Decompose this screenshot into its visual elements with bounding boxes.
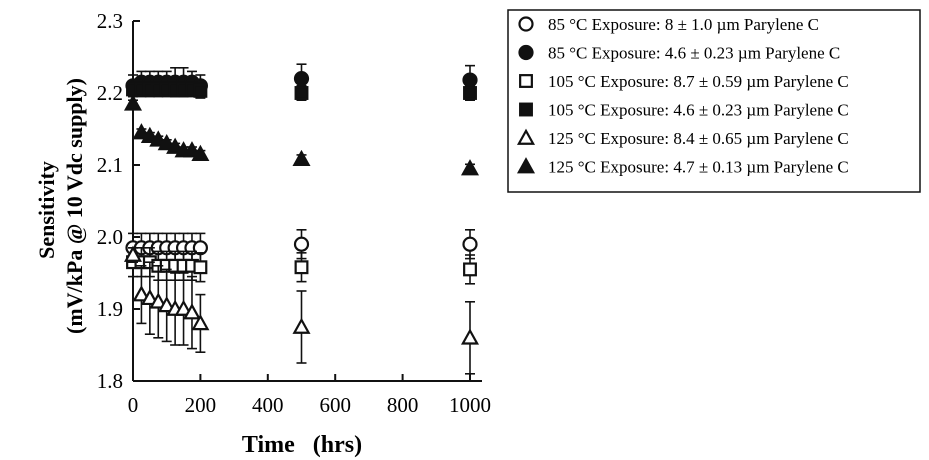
data-point xyxy=(293,236,310,252)
data-point xyxy=(140,288,159,306)
data-point xyxy=(191,144,210,162)
y-tick-label: 2.1 xyxy=(97,153,123,177)
y-axis-label-line2: (mV/kPa @ 10 Vdc supply) xyxy=(62,78,87,334)
data-point xyxy=(157,295,176,313)
legend-marker xyxy=(519,102,533,117)
data-point xyxy=(460,159,480,176)
legend-entry-label: 85 °C Exposure: 8 ± 1.0 µm Parylene C xyxy=(548,15,819,34)
legend-entry-label: 125 °C Exposure: 8.4 ± 0.65 µm Parylene … xyxy=(548,129,849,148)
data-point xyxy=(191,313,210,331)
x-tick-label: 0 xyxy=(128,393,139,417)
legend-entry-label: 85 °C Exposure: 4.6 ± 0.23 µm Parylene C xyxy=(548,44,840,63)
data-point xyxy=(462,236,478,252)
y-tick-label: 1.8 xyxy=(97,369,123,393)
legend-entry-label: 105 °C Exposure: 8.7 ± 0.59 µm Parylene … xyxy=(548,72,849,91)
x-tick-label: 1000 xyxy=(449,393,491,417)
x-axis-label: Time (hrs) xyxy=(242,432,362,458)
data-point xyxy=(149,292,168,309)
legend-marker xyxy=(519,74,533,88)
data-point xyxy=(123,94,143,111)
legend-box xyxy=(507,9,921,193)
data-point xyxy=(462,72,478,88)
data-point xyxy=(193,83,208,98)
series-6 xyxy=(123,94,480,176)
ticks: 1.8 1.9 2.0 2.1 2.2 2.3 0 200 400 600 800 1000 xyxy=(97,9,491,417)
data-point xyxy=(460,328,480,345)
legend-marker xyxy=(516,157,536,174)
data-point xyxy=(182,303,201,320)
data-point xyxy=(294,86,309,100)
legend-marker xyxy=(518,16,534,32)
y-axis-label-line1: Sensitivity xyxy=(34,161,59,259)
data-point xyxy=(463,86,477,100)
data-point xyxy=(294,260,309,275)
legend-marker xyxy=(518,44,534,61)
x-tick-label: 600 xyxy=(319,393,351,417)
legend-marker xyxy=(516,128,536,145)
legend-entry-label: 125 °C Exposure: 4.7 ± 0.13 µm Parylene … xyxy=(548,158,849,177)
series-4 xyxy=(126,81,477,101)
data-point xyxy=(292,149,311,167)
data-point xyxy=(292,317,311,334)
legend: 85 °C Exposure: 8 ± 1.0 µm Parylene C 85 … xyxy=(507,9,921,193)
y-tick-label: 1.9 xyxy=(97,297,123,321)
x-tick-label: 400 xyxy=(252,393,284,417)
data-point xyxy=(463,262,477,277)
data-point xyxy=(293,70,310,87)
x-tick-label: 200 xyxy=(185,393,217,417)
y-tick-label: 2.0 xyxy=(97,225,123,249)
y-axis-label: Sensitivity (mV/kPa @ 10 Vdc supply) xyxy=(34,78,87,334)
y-tick-label: 2.3 xyxy=(97,9,123,33)
data-marks xyxy=(123,63,480,375)
series-5 xyxy=(123,245,480,375)
data-point xyxy=(193,260,208,275)
data-point xyxy=(123,245,143,262)
data-point xyxy=(174,299,193,316)
x-tick-label: 800 xyxy=(387,393,419,417)
y-tick-label: 2.2 xyxy=(97,81,123,105)
data-point xyxy=(132,285,151,302)
legend-entry-label: 105 °C Exposure: 4.6 ± 0.23 µm Parylene … xyxy=(548,101,849,120)
